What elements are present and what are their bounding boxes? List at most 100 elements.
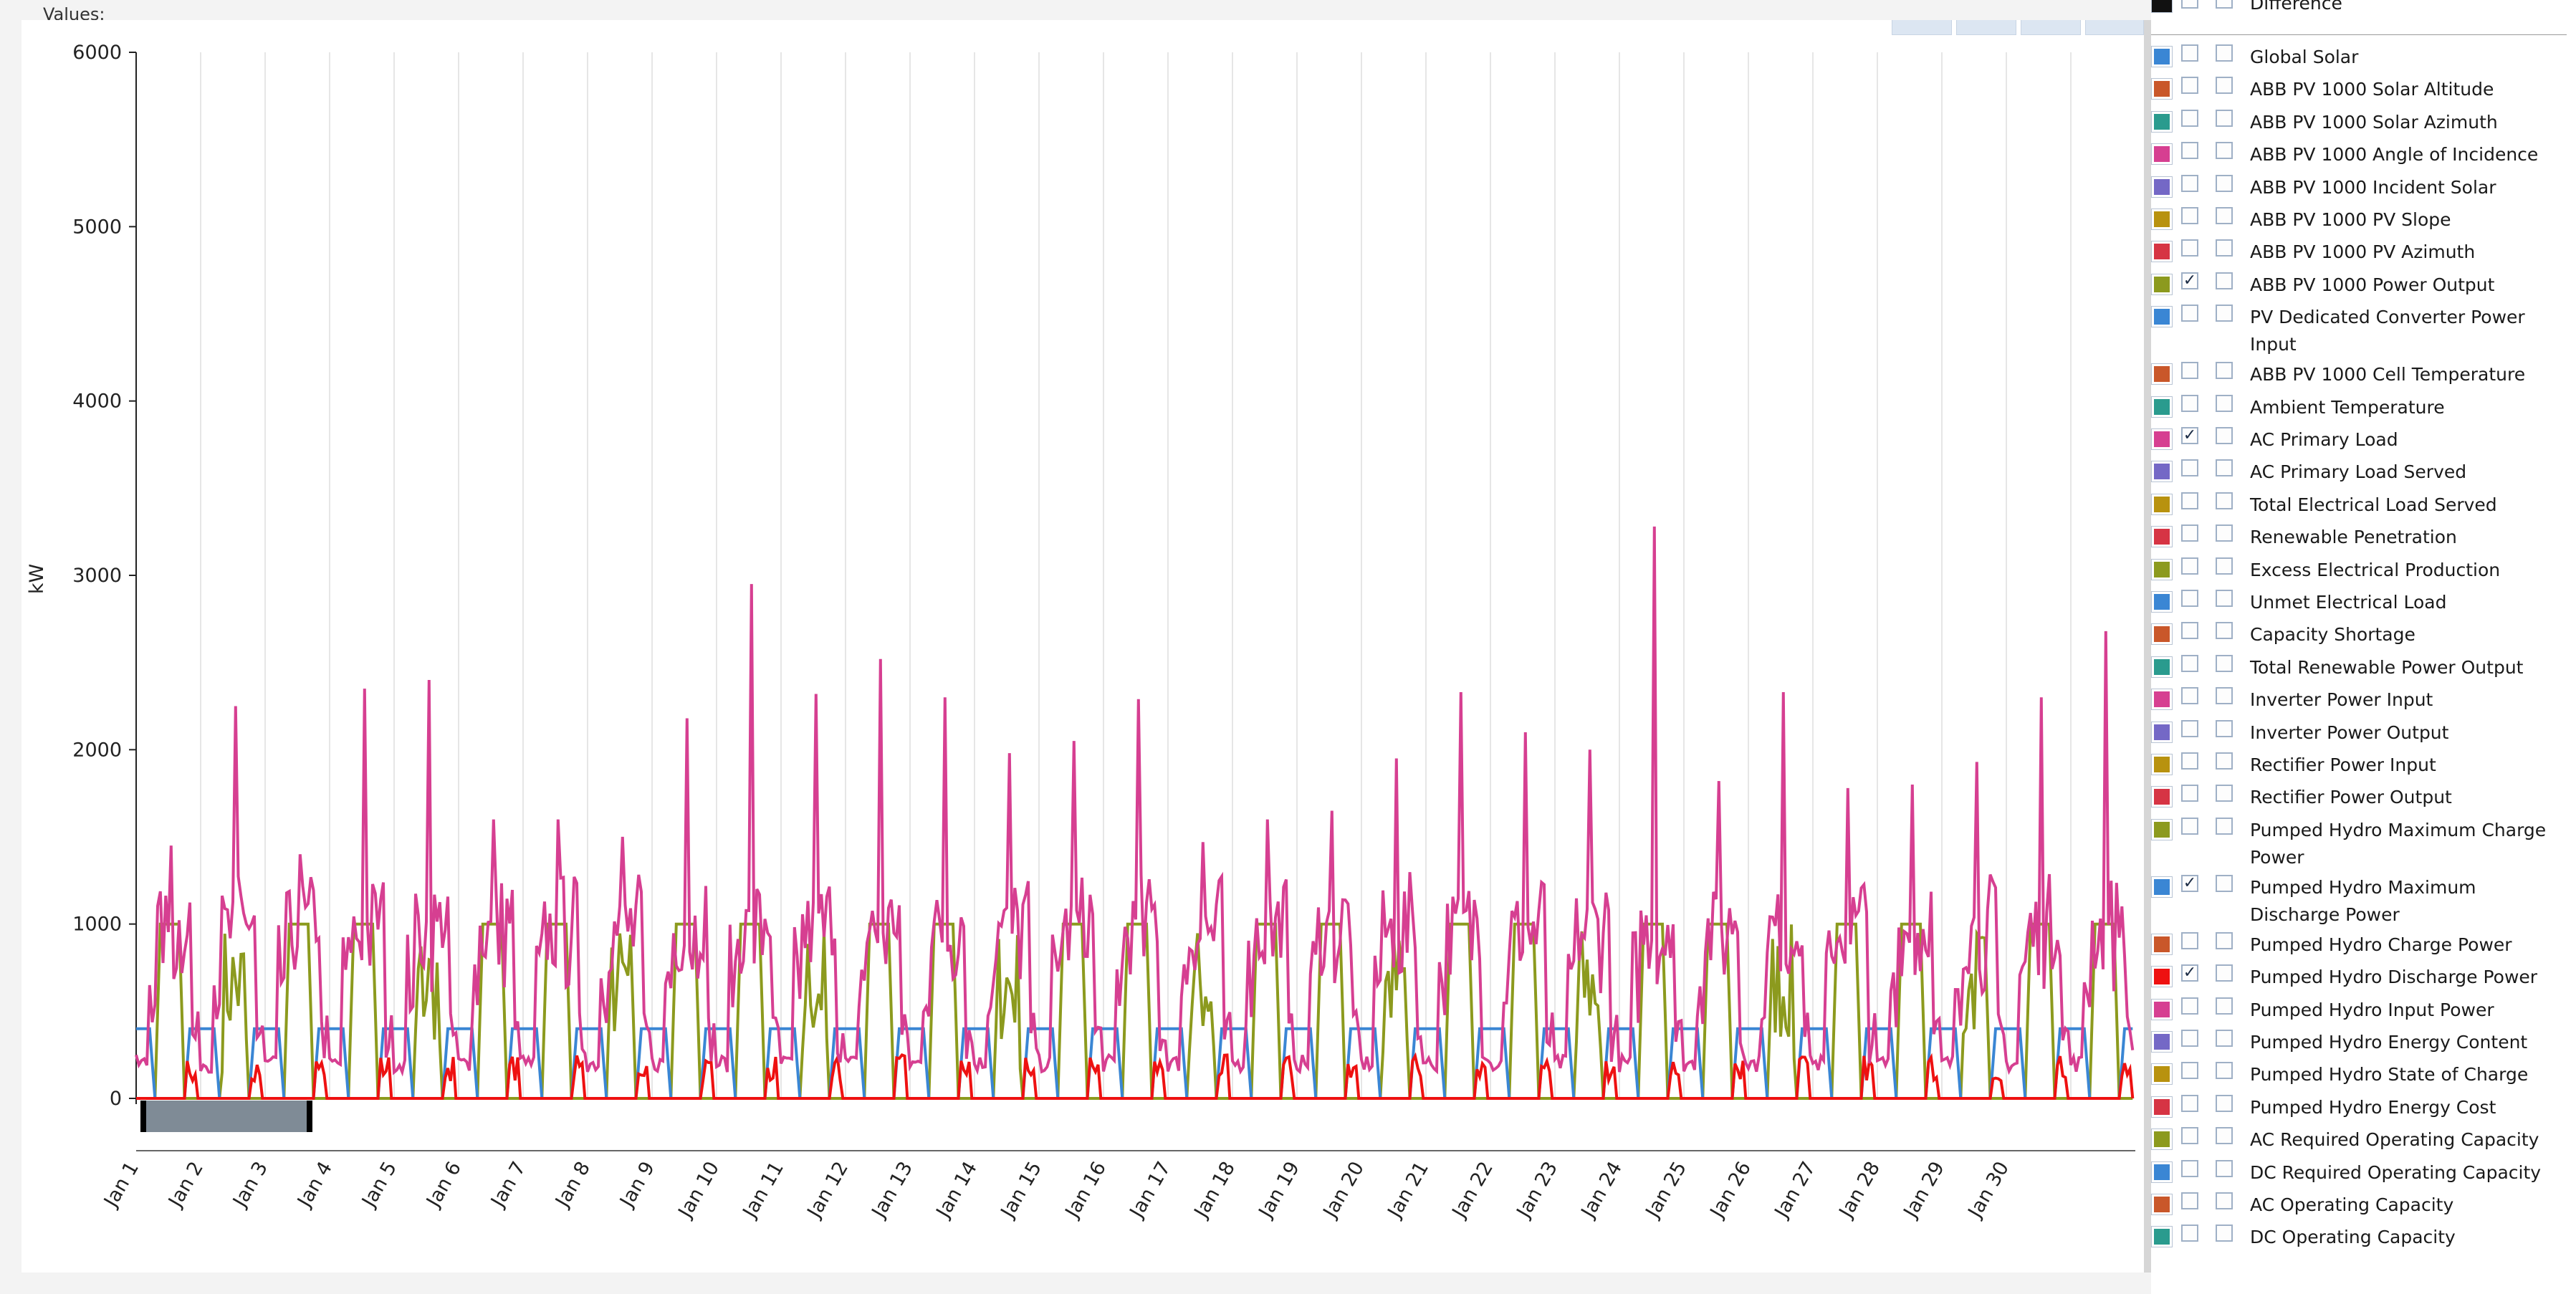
legend-axis-checkbox[interactable] [2216, 1030, 2233, 1047]
legend-axis-checkbox[interactable] [2216, 687, 2233, 705]
legend-item-capacity-shortage[interactable]: Capacity Shortage [2151, 617, 2567, 646]
legend-show-checkbox[interactable] [2181, 1127, 2198, 1145]
legend-axis-checkbox[interactable] [2216, 272, 2233, 289]
legend-item-rectifier-power-input[interactable]: Rectifier Power Input [2151, 747, 2567, 776]
legend-show-checkbox[interactable]: ✓ [2181, 874, 2198, 892]
legend-show-checkbox[interactable] [2181, 174, 2198, 192]
legend-axis-checkbox[interactable] [2216, 590, 2233, 607]
legend-show-checkbox[interactable] [2181, 1030, 2198, 1047]
legend-item-pumped-hydro-charge-power[interactable]: Pumped Hydro Charge Power [2151, 927, 2567, 956]
legend-show-checkbox[interactable] [2181, 931, 2198, 949]
legend-item-unmet-electrical-load[interactable]: Unmet Electrical Load [2151, 585, 2567, 613]
legend-show-checkbox[interactable] [2181, 207, 2198, 224]
legend-axis-checkbox[interactable] [2216, 394, 2233, 412]
legend-axis-checkbox[interactable] [2216, 174, 2233, 192]
range-handle-left[interactable] [140, 1101, 146, 1132]
legend-item-pumped-hydro-maximum-discharge-power[interactable]: ✓ Pumped Hydro Maximum Discharge Power [2151, 870, 2567, 925]
toolbar-button[interactable] [2021, 20, 2081, 35]
legend-item-ac-required-operating-capacity[interactable]: AC Required Operating Capacity [2151, 1122, 2567, 1151]
legend-item-pumped-hydro-energy-cost[interactable]: Pumped Hydro Energy Cost [2151, 1090, 2567, 1118]
legend-item-excess-electrical-production[interactable]: Excess Electrical Production [2151, 552, 2567, 581]
legend-item-inverter-power-input[interactable]: Inverter Power Input [2151, 682, 2567, 711]
legend-show-checkbox[interactable] [2181, 524, 2198, 542]
legend-axis-checkbox[interactable] [2216, 492, 2233, 509]
legend-item-total-electrical-load-served[interactable]: Total Electrical Load Served [2151, 487, 2567, 516]
legend-show-checkbox[interactable]: ✓ [2181, 964, 2198, 982]
legend-item-ac-primary-load-served[interactable]: AC Primary Load Served [2151, 454, 2567, 483]
legend-item-global-solar[interactable]: Global Solar [2151, 39, 2567, 68]
legend-show-checkbox[interactable] [2181, 752, 2198, 770]
legend-axis-checkbox[interactable] [2216, 719, 2233, 737]
legend-item-abb-pv-1000-angle-of-incidence[interactable]: ABB PV 1000 Angle of Incidence [2151, 137, 2567, 166]
legend-show-checkbox[interactable] [2181, 1192, 2198, 1209]
legend-axis-checkbox[interactable] [2216, 524, 2233, 542]
legend-axis-checkbox[interactable] [2216, 874, 2233, 892]
legend-item-pv-dedicated-converter-power-input[interactable]: PV Dedicated Converter Power Input [2151, 299, 2567, 355]
legend-item-ac-primary-load[interactable]: ✓ AC Primary Load [2151, 422, 2567, 451]
legend-axis-checkbox[interactable] [2216, 1192, 2233, 1209]
legend-show-checkbox[interactable]: ✓ [2181, 427, 2198, 444]
panel-splitter[interactable] [2144, 20, 2151, 1273]
legend-axis-checkbox[interactable] [2216, 142, 2233, 160]
legend-axis-checkbox[interactable] [2216, 362, 2233, 380]
legend-show-checkbox[interactable] [2181, 1224, 2198, 1242]
legend-show-checkbox[interactable] [2181, 622, 2198, 640]
legend-checkbox[interactable] [2216, 0, 2233, 9]
legend-axis-checkbox[interactable] [2216, 1159, 2233, 1177]
range-selector[interactable] [142, 1101, 310, 1132]
legend-show-checkbox[interactable] [2181, 459, 2198, 477]
legend-axis-checkbox[interactable] [2216, 654, 2233, 672]
legend-item-abb-pv-1000-incident-solar[interactable]: ABB PV 1000 Incident Solar [2151, 170, 2567, 198]
legend-axis-checkbox[interactable] [2216, 964, 2233, 982]
legend-axis-checkbox[interactable] [2216, 44, 2233, 62]
legend-axis-checkbox[interactable] [2216, 459, 2233, 477]
legend-show-checkbox[interactable] [2181, 1159, 2198, 1177]
legend-item-pumped-hydro-state-of-charge[interactable]: Pumped Hydro State of Charge [2151, 1057, 2567, 1085]
legend-axis-checkbox[interactable] [2216, 207, 2233, 224]
legend-axis-checkbox[interactable] [2216, 1224, 2233, 1242]
legend-item-abb-pv-1000-power-output[interactable]: ✓ ABB PV 1000 Power Output [2151, 267, 2567, 296]
legend-show-checkbox[interactable] [2181, 817, 2198, 835]
legend-show-checkbox[interactable] [2181, 305, 2198, 322]
legend-axis-checkbox[interactable] [2216, 77, 2233, 95]
toolbar-button[interactable] [1892, 20, 1952, 35]
legend-item-abb-pv-1000-solar-altitude[interactable]: ABB PV 1000 Solar Altitude [2151, 72, 2567, 100]
legend-axis-checkbox[interactable] [2216, 239, 2233, 257]
legend-show-checkbox[interactable] [2181, 492, 2198, 509]
legend-item-abb-pv-1000-pv-slope[interactable]: ABB PV 1000 PV Slope [2151, 202, 2567, 231]
legend-item-ambient-temperature[interactable]: Ambient Temperature [2151, 390, 2567, 418]
legend-axis-checkbox[interactable] [2216, 305, 2233, 322]
legend-show-checkbox[interactable] [2181, 997, 2198, 1015]
legend-axis-checkbox[interactable] [2216, 817, 2233, 835]
legend-axis-checkbox[interactable] [2216, 427, 2233, 444]
legend-show-checkbox[interactable]: ✓ [2181, 272, 2198, 289]
legend-item-renewable-penetration[interactable]: Renewable Penetration [2151, 519, 2567, 548]
legend-show-checkbox[interactable] [2181, 785, 2198, 802]
time-series-chart[interactable]: 0 1000 2000 3000 4000 5000 6000 kW Jan 1 Jan 2 Jan… [21, 20, 2144, 1273]
legend-item-ac-operating-capacity[interactable]: AC Operating Capacity [2151, 1187, 2567, 1216]
legend-axis-checkbox[interactable] [2216, 785, 2233, 802]
legend-show-checkbox[interactable] [2181, 1062, 2198, 1080]
legend-show-checkbox[interactable] [2181, 44, 2198, 62]
legend-show-checkbox[interactable] [2181, 362, 2198, 380]
legend-item-rectifier-power-output[interactable]: Rectifier Power Output [2151, 780, 2567, 808]
legend-show-checkbox[interactable] [2181, 719, 2198, 737]
legend-item-difference[interactable]: Difference [2151, 0, 2567, 20]
legend-show-checkbox[interactable] [2181, 109, 2198, 127]
legend-axis-checkbox[interactable] [2216, 1127, 2233, 1145]
legend-show-checkbox[interactable] [2181, 687, 2198, 705]
legend-axis-checkbox[interactable] [2216, 1062, 2233, 1080]
legend-item-pumped-hydro-energy-content[interactable]: Pumped Hydro Energy Content [2151, 1025, 2567, 1053]
legend-show-checkbox[interactable] [2181, 557, 2198, 575]
legend-item-abb-pv-1000-cell-temperature[interactable]: ABB PV 1000 Cell Temperature [2151, 357, 2567, 385]
legend-item-total-renewable-power-output[interactable]: Total Renewable Power Output [2151, 650, 2567, 679]
legend-axis-checkbox[interactable] [2216, 557, 2233, 575]
legend-item-pumped-hydro-maximum-charge-power[interactable]: Pumped Hydro Maximum Charge Power [2151, 813, 2567, 868]
legend-show-checkbox[interactable] [2181, 654, 2198, 672]
legend-axis-checkbox[interactable] [2216, 931, 2233, 949]
legend-item-abb-pv-1000-pv-azimuth[interactable]: ABB PV 1000 PV Azimuth [2151, 234, 2567, 263]
legend-item-inverter-power-output[interactable]: Inverter Power Output [2151, 715, 2567, 744]
toolbar-button[interactable] [1956, 20, 2016, 35]
legend-axis-checkbox[interactable] [2216, 109, 2233, 127]
legend-checkbox[interactable] [2181, 0, 2198, 9]
